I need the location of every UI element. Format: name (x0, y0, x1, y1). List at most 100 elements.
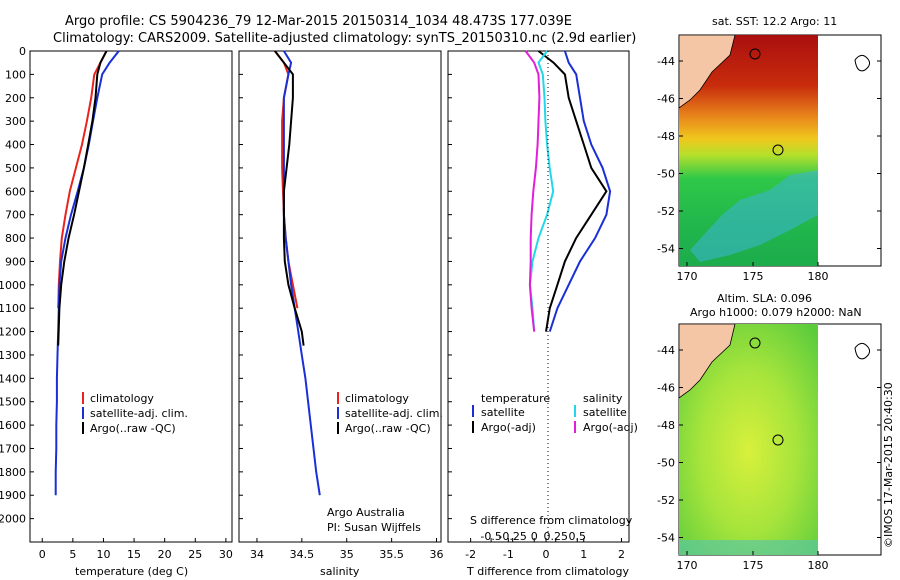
map-lat-label: -48 (657, 419, 675, 432)
series-line-0-1 (54, 50, 120, 496)
map-lon-label: 180 (808, 559, 829, 572)
series-line-0-0 (57, 50, 108, 309)
salinity-panel-frame (238, 50, 442, 543)
depth-tick-label: 800 (5, 232, 26, 245)
diff-legend-temperature: temperature (481, 392, 550, 405)
depth-tick-label: 1000 (0, 279, 26, 292)
diff-legend-sat-s: satellite (583, 406, 627, 419)
temperature-series-group (54, 50, 120, 496)
map-lat-label: -54 (657, 243, 675, 256)
depth-tick-label: 1900 (0, 489, 26, 502)
x-tick-label: 15 (127, 548, 141, 561)
x-tick-label: 0 (531, 530, 538, 543)
header-line2: Climatology: CARS2009. Satellite-adjuste… (53, 31, 636, 46)
map-lon-label: 180 (808, 270, 829, 283)
map-lat-label: -46 (657, 382, 675, 395)
x-tick-label: 35 (340, 548, 354, 561)
map-lon-label: 175 (743, 559, 764, 572)
depth-tick-label: 200 (5, 92, 26, 105)
map2-title2: Argo h1000: 0.079 h2000: NaN (690, 306, 862, 319)
legend-argo: Argo(..raw -QC) (90, 422, 176, 435)
x-tick-label: -0.25 (498, 530, 526, 543)
sst-map: -44 -46 -48 -50 -52 -54 170 175 180 (657, 34, 882, 283)
map2-ticks: -44 -46 -48 -50 -52 -54 170 175 180 (657, 344, 881, 572)
argo-location-marker-2 (772, 434, 784, 446)
diff-legend-sat-t: satellite (481, 406, 525, 419)
x-tick-label: -0.5 (480, 530, 501, 543)
legend-climatology: climatology (90, 392, 154, 405)
x-tick-label: 36 (430, 548, 444, 561)
x-tick-label: 0.25 (543, 530, 568, 543)
x-axes-group: 0 5 10 15 20 25 30 34 34.5 35 35.5 36 -2 -1 0 1 2 -0.5-0.… (39, 530, 625, 561)
x-tick-label: 25 (188, 548, 202, 561)
x-tick-label: 5 (69, 548, 76, 561)
map-lat-label: -46 (657, 93, 675, 106)
header-line1: Argo profile: CS 5904236_79 12-Mar-2015 … (65, 14, 572, 29)
x-tick-label: 2 (618, 548, 625, 561)
map-lat-label: -48 (657, 130, 675, 143)
map1-ring-top (749, 48, 761, 60)
x-tick-label: 34.5 (290, 548, 315, 561)
depth-axis: 0 100 200 300 400 500 600 700 800 900 1000 1100 1200… (0, 45, 452, 526)
salinity-legend: climatology satellite-adj. clim. Argo(..… (327, 392, 443, 534)
legend2-argo: Argo(..raw -QC) (345, 422, 431, 435)
credit-line2: PI: Susan Wijffels (327, 521, 421, 534)
sla-low-band (679, 540, 818, 555)
map-lon-label: 175 (743, 270, 764, 283)
map-lon-label: 170 (677, 559, 698, 572)
depth-tick-label: 1300 (0, 349, 26, 362)
x-tick-label: 1 (580, 548, 587, 561)
nz-land-2 (678, 323, 736, 399)
depth-tick-label: 1500 (0, 396, 26, 409)
depth-tick-label: 1100 (0, 302, 26, 315)
map-lat-label: -52 (657, 494, 675, 507)
depth-tick-label: 900 (5, 255, 26, 268)
depth-tick-label: 700 (5, 209, 26, 222)
x-tick-label: 30 (219, 548, 233, 561)
credit-line1: Argo Australia (327, 506, 405, 519)
legend-satellite: satellite-adj. clim. (90, 407, 188, 420)
series-line-2-1 (537, 50, 608, 332)
sla-map: -44 -46 -48 -50 -52 -54 170 175 180 (657, 323, 882, 572)
legend2-satellite: satellite-adj. clim. (345, 407, 443, 420)
depth-tick-label: 600 (5, 185, 26, 198)
depth-tick-label: 1600 (0, 419, 26, 432)
map-lat-label: -44 (657, 344, 675, 357)
series-line-1-2 (274, 50, 305, 346)
depth-tick-label: 1400 (0, 372, 26, 385)
depth-tick-label: 1700 (0, 442, 26, 455)
x-tick-label: -2 (465, 548, 476, 561)
difference-series-group (524, 50, 612, 332)
x-tick-label: 0.5 (569, 530, 587, 543)
map-lat-label: -44 (657, 55, 675, 68)
difference-legend: temperature salinity satellite satellite… (470, 392, 638, 527)
map2-title1: Altim. SLA: 0.096 (717, 292, 812, 305)
x-tick-label: 10 (96, 548, 110, 561)
argo-location-marker-1 (772, 144, 784, 156)
x-tick-label: 35.5 (379, 548, 404, 561)
map1-ticks: -44 -46 -48 -50 -52 -54 170 175 180 (657, 55, 881, 283)
diff-legend-argo-t: Argo(-adj) (481, 421, 536, 434)
depth-tick-label: 0 (19, 45, 26, 58)
depth-tick-label: 400 (5, 139, 26, 152)
map-lon-label: 170 (677, 270, 698, 283)
depth-tick-label: 2000 (0, 513, 26, 526)
depth-tick-label: 1200 (0, 326, 26, 339)
x-tick-label: 20 (158, 548, 172, 561)
map1-title: sat. SST: 12.2 Argo: 11 (712, 15, 837, 28)
series-line-2-0 (548, 50, 612, 332)
salinity-series-group (274, 50, 321, 496)
depth-tick-label: 100 (5, 68, 26, 81)
depth-tick-label: 1800 (0, 466, 26, 479)
salinity-xlabel: salinity (320, 565, 360, 578)
map-lat-label: -52 (657, 205, 675, 218)
temperature-xlabel: temperature (deg C) (75, 565, 188, 578)
timestamp: ©IMOS 17-Mar-2015 20:40:30 (882, 382, 895, 548)
legend2-climatology: climatology (345, 392, 409, 405)
map-lat-label: -54 (657, 532, 675, 545)
chatham-island-2 (854, 342, 871, 360)
depth-tick-label: 500 (5, 162, 26, 175)
map-lat-label: -50 (657, 457, 675, 470)
chatham-island-1 (854, 54, 871, 72)
